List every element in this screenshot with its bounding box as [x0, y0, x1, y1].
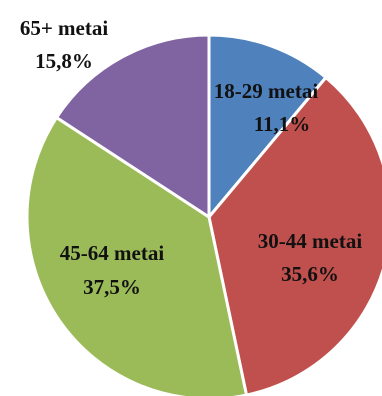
slice-30-44-metai [207, 76, 382, 396]
label-45-64-category: 45-64 metai [60, 241, 165, 265]
label-18-29-value: 11,1% [254, 112, 311, 136]
label-30-44-value: 35,6% [281, 262, 339, 286]
slice-18-29-metai [207, 33, 328, 219]
pie-labels: 18-29 metai 11,1% 30-44 metai 35,6% 45-6… [20, 16, 363, 299]
label-65-category: 65+ metai [20, 16, 109, 40]
label-18-29-category: 18-29 metai [214, 79, 319, 103]
label-65-value: 15,8% [35, 49, 93, 73]
pie-slices [25, 33, 382, 396]
label-45-64-value: 37,5% [83, 275, 141, 299]
label-30-44-category: 30-44 metai [258, 229, 363, 253]
slice-65-metai [55, 33, 211, 219]
slice-45-64-metai [25, 116, 248, 396]
